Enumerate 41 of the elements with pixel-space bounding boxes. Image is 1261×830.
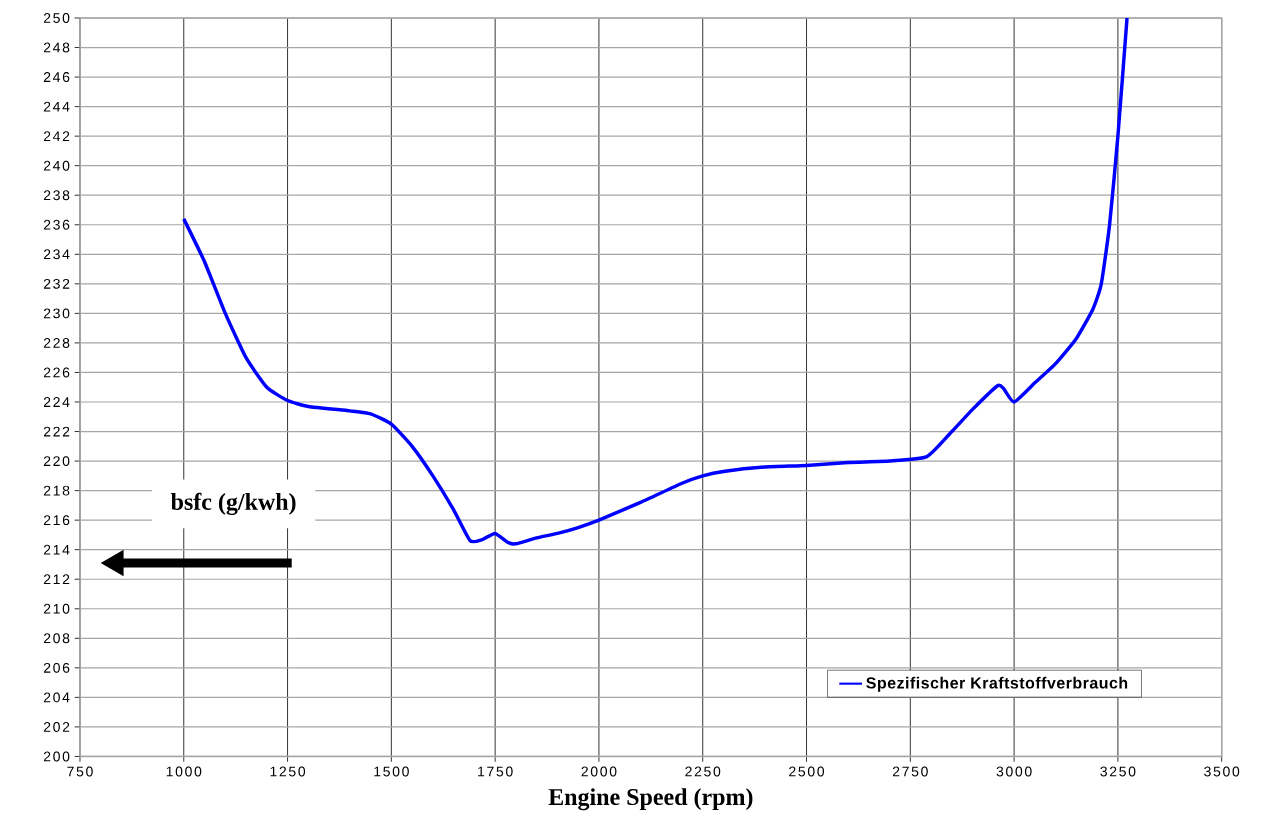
y-tick-label: 228 (43, 337, 70, 348)
y-tick-label: 212 (43, 574, 70, 584)
y-tick-label: 230 (43, 308, 70, 319)
x-axis-title: Engine Speed (rpm) (548, 787, 753, 810)
y-tick-label: 234 (43, 249, 70, 260)
y-tick-label: 242 (43, 131, 70, 141)
y-tick-label: 206 (43, 662, 70, 673)
y-tick-label: 222 (43, 426, 70, 437)
y-tick-label: 216 (43, 514, 70, 525)
legend-label: Spezifischer Kraftstoffverbrauch (866, 676, 1128, 692)
x-tick-label: 1250 (270, 766, 306, 777)
x-tick-label: 2000 (581, 766, 617, 777)
x-tick-label: 2250 (685, 766, 721, 777)
y-axis-title: bsfc (g/kwh) (170, 492, 296, 515)
x-tick-label: 2750 (892, 766, 928, 777)
x-tick-label: 3000 (996, 766, 1032, 777)
y-tick-label: 238 (43, 190, 70, 200)
y-tick-label: 236 (43, 219, 70, 230)
y-tick-label: 208 (43, 633, 70, 644)
y-tick-label: 202 (43, 721, 70, 732)
x-tick-label: 3250 (1100, 766, 1136, 777)
y-tick-label: 232 (43, 278, 70, 289)
y-tick-label: 250 (43, 12, 70, 23)
y-tick-label: 248 (43, 42, 70, 53)
y-tick-label: 226 (43, 367, 70, 378)
x-tick-label: 1500 (374, 766, 409, 777)
x-tick-label: 1750 (478, 766, 513, 777)
y-tick-label: 218 (43, 485, 70, 496)
y-tick-label: 244 (43, 101, 70, 112)
y-tick-label: 214 (43, 544, 70, 555)
y-tick-label: 220 (43, 455, 70, 466)
y-tick-label: 210 (43, 603, 70, 614)
x-tick-label: 2500 (789, 766, 825, 777)
y-tick-label: 204 (43, 692, 70, 703)
y-tick-label: 246 (43, 71, 70, 82)
x-tick-label: 750 (67, 766, 93, 777)
y-tick-label: 224 (43, 396, 70, 407)
y-tick-label: 200 (43, 751, 70, 762)
x-tick-label: 3500 (1204, 766, 1240, 777)
y-tick-label: 240 (43, 160, 70, 171)
x-tick-label: 1000 (166, 766, 202, 777)
